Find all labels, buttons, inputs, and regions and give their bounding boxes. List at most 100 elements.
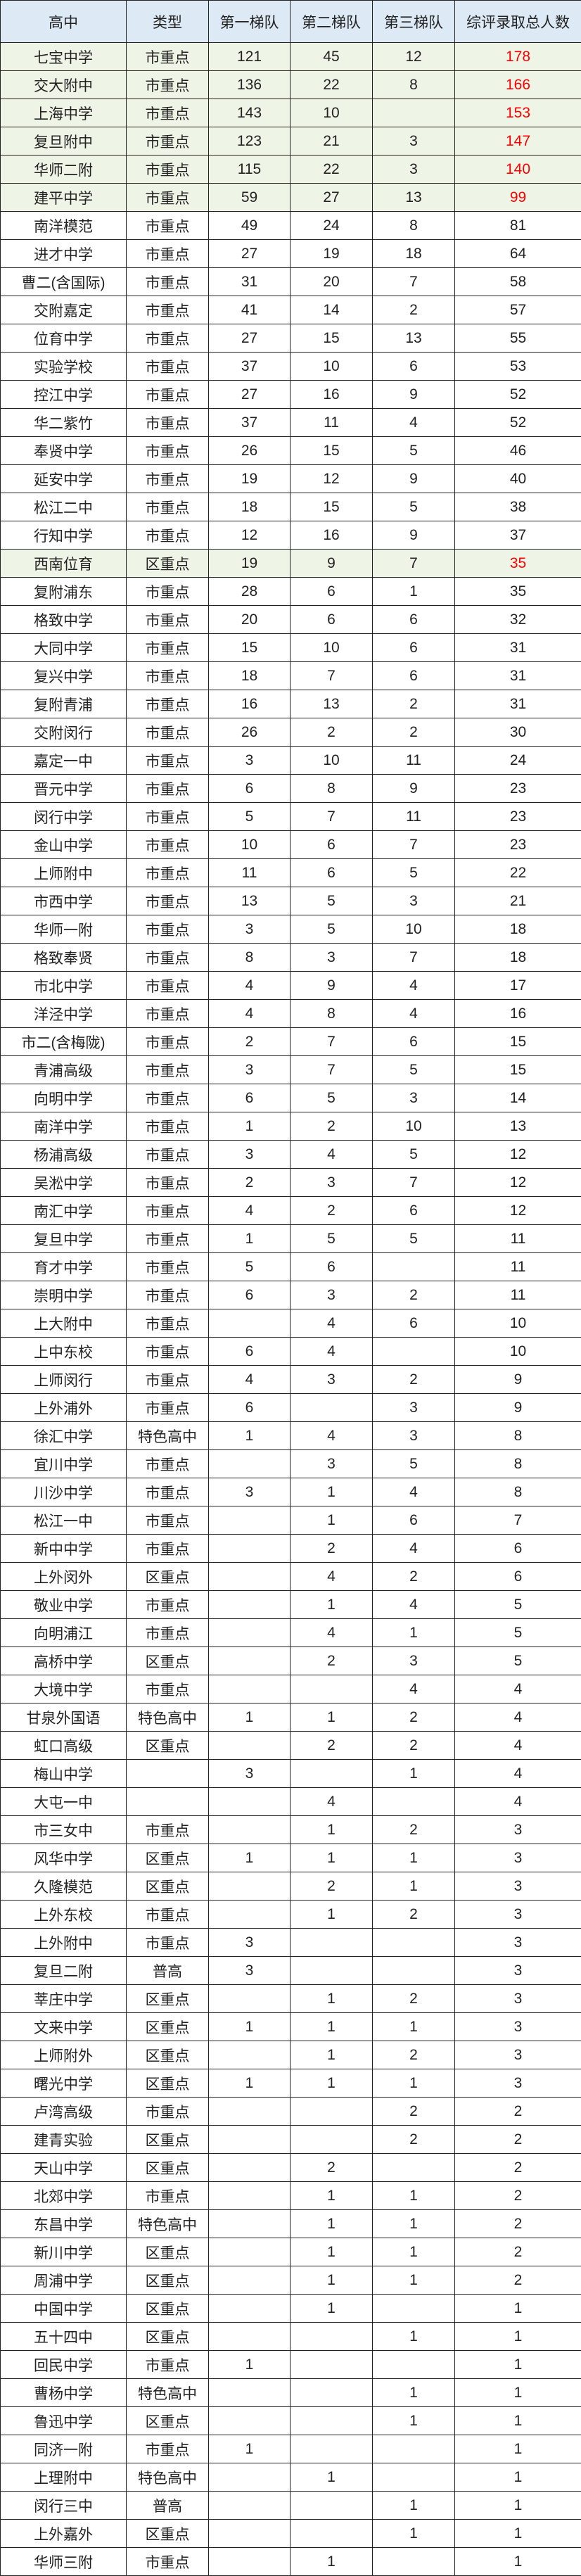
cell-tier1: 6 <box>208 1393 290 1422</box>
cell-tier3: 2 <box>372 690 455 718</box>
cell-tier2: 15 <box>290 436 373 465</box>
cell-tier1: 28 <box>208 577 290 606</box>
cell-type: 市重点 <box>126 971 209 1000</box>
table-row: 复附青浦 市重点 16 13 2 31 <box>0 690 581 718</box>
cell-tier3: 7 <box>372 549 455 578</box>
cell-school: 徐汇中学 <box>0 1421 127 1450</box>
cell-type: 市重点 <box>126 1337 209 1366</box>
table-row: 风华中学 区重点 1 1 1 3 <box>0 1844 581 1872</box>
cell-type: 市重点 <box>126 1224 209 1253</box>
cell-type: 普高 <box>126 1956 209 1985</box>
cell-total: 2 <box>454 2125 581 2154</box>
cell-total: 52 <box>454 408 581 437</box>
cell-type: 市重点 <box>126 746 209 775</box>
cell-type: 市重点 <box>126 577 209 606</box>
cell-type: 市重点 <box>126 1449 209 1478</box>
cell-type: 市重点 <box>126 774 209 803</box>
cell-total: 22 <box>454 858 581 887</box>
cell-tier1: 3 <box>208 1055 290 1084</box>
cell-tier3: 2 <box>372 2097 455 2126</box>
cell-school: 松江二中 <box>0 493 127 521</box>
cell-school: 周浦中学 <box>0 2266 127 2295</box>
cell-tier1 <box>208 2406 290 2435</box>
cell-school: 吴淞中学 <box>0 1168 127 1197</box>
cell-tier3: 2 <box>372 1984 455 2013</box>
cell-tier1: 2 <box>208 1027 290 1056</box>
cell-school: 南洋模范 <box>0 211 127 240</box>
table-row: 上外东校 市重点 1 2 3 <box>0 1900 581 1929</box>
table-row: 新中中学 市重点 2 4 6 <box>0 1534 581 1563</box>
table-row: 建青实验 区重点 2 2 <box>0 2125 581 2154</box>
cell-tier3: 11 <box>372 746 455 775</box>
cell-total: 153 <box>454 99 581 127</box>
cell-total: 1 <box>454 2491 581 2520</box>
cell-tier1: 3 <box>208 746 290 775</box>
cell-tier3: 1 <box>372 2406 455 2435</box>
cell-school: 复附青浦 <box>0 690 127 718</box>
cell-type: 市重点 <box>126 633 209 662</box>
cell-total: 2 <box>454 2181 581 2210</box>
cell-tier1 <box>208 1900 290 1929</box>
cell-type: 区重点 <box>126 2266 209 2295</box>
cell-tier1 <box>208 1984 290 2013</box>
cell-tier1 <box>208 2519 290 2548</box>
cell-total: 40 <box>454 464 581 493</box>
cell-total: 4 <box>454 1675 581 1703</box>
cell-tier2: 4 <box>290 1618 373 1647</box>
cell-total: 35 <box>454 577 581 606</box>
cell-type: 市重点 <box>126 1900 209 1929</box>
cell-tier2: 2 <box>290 1112 373 1141</box>
cell-tier3: 4 <box>372 1675 455 1703</box>
cell-tier2 <box>290 2406 373 2435</box>
cell-total: 38 <box>454 493 581 521</box>
cell-school: 鲁迅中学 <box>0 2406 127 2435</box>
cell-tier3: 1 <box>372 2378 455 2407</box>
cell-tier1: 3 <box>208 1478 290 1506</box>
cell-total: 3 <box>454 2041 581 2069</box>
cell-total: 1 <box>454 2350 581 2379</box>
table-row: 上海中学 市重点 143 10 153 <box>0 99 581 127</box>
cell-total: 6 <box>454 1562 581 1591</box>
cell-school: 同济一附 <box>0 2435 127 2463</box>
cell-school: 闵行三中 <box>0 2491 127 2520</box>
cell-type: 区重点 <box>126 2519 209 2548</box>
cell-tier2: 13 <box>290 690 373 718</box>
cell-tier2: 6 <box>290 605 373 634</box>
cell-type: 市重点 <box>126 1618 209 1647</box>
table-row: 大同中学 市重点 15 10 6 31 <box>0 633 581 662</box>
cell-school: 文来中学 <box>0 2012 127 2041</box>
cell-tier3: 3 <box>372 127 455 156</box>
table-row: 宜川中学 市重点 3 5 8 <box>0 1449 581 1478</box>
cell-school: 上外闵外 <box>0 1562 127 1591</box>
cell-tier3: 7 <box>372 943 455 972</box>
cell-total: 3 <box>454 1956 581 1985</box>
cell-school: 南洋中学 <box>0 1112 127 1141</box>
cell-tier1 <box>208 1647 290 1675</box>
cell-tier3: 4 <box>372 971 455 1000</box>
cell-tier2: 9 <box>290 971 373 1000</box>
cell-school: 上外附中 <box>0 1928 127 1957</box>
cell-type: 市重点 <box>126 1281 209 1309</box>
table-row: 晋元中学 市重点 6 8 9 23 <box>0 774 581 803</box>
cell-type: 区重点 <box>126 2153 209 2182</box>
cell-tier3 <box>372 1337 455 1366</box>
cell-tier1: 4 <box>208 971 290 1000</box>
cell-tier1: 3 <box>208 1140 290 1169</box>
cell-tier3: 1 <box>372 1872 455 1901</box>
cell-type: 市重点 <box>126 464 209 493</box>
cell-school: 华师三附 <box>0 2547 127 2576</box>
cell-type: 市重点 <box>126 887 209 915</box>
cell-tier3: 6 <box>372 1027 455 1056</box>
cell-tier1 <box>208 1562 290 1591</box>
cell-tier2: 16 <box>290 521 373 550</box>
cell-type: 市重点 <box>126 605 209 634</box>
cell-tier2: 1 <box>290 2238 373 2266</box>
table-row: 格致奉贤 市重点 8 3 7 18 <box>0 943 581 972</box>
cell-total: 15 <box>454 1055 581 1084</box>
table-row: 梅山中学 3 1 4 <box>0 1759 581 1788</box>
cell-type: 市重点 <box>126 1928 209 1957</box>
cell-total: 178 <box>454 42 581 71</box>
cell-type: 区重点 <box>126 2322 209 2351</box>
cell-type: 市重点 <box>126 1055 209 1084</box>
cell-school: 南汇中学 <box>0 1196 127 1225</box>
